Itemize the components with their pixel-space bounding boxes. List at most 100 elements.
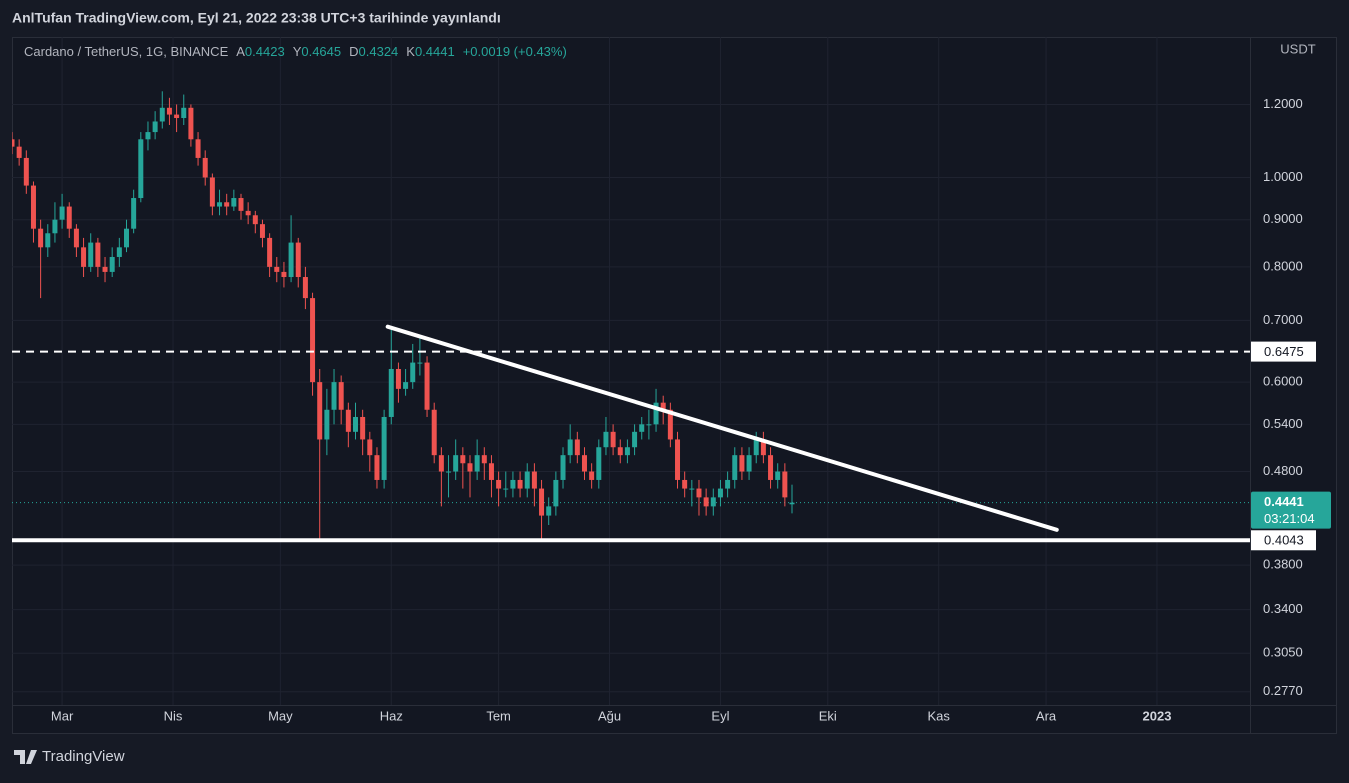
candle-body	[617, 447, 623, 456]
candle-body	[789, 502, 795, 505]
candle-body	[259, 224, 265, 238]
legend-item: Y	[293, 44, 302, 59]
last-price-label: 0.4441	[1264, 494, 1304, 509]
candle-body	[503, 488, 509, 490]
candle-body	[474, 455, 480, 472]
candle-body	[453, 455, 459, 472]
legend-item: K	[406, 44, 415, 59]
candle-body	[567, 439, 573, 456]
x-tick-label: 2023	[1143, 708, 1172, 723]
candle-body	[739, 455, 745, 472]
candle-body	[546, 506, 552, 516]
legend-item: D	[349, 44, 358, 59]
candle-body	[123, 228, 129, 248]
candle-body	[352, 416, 358, 432]
candle-body	[460, 455, 466, 464]
grid	[12, 37, 1250, 705]
candle-body	[181, 107, 187, 119]
candle-body	[217, 202, 223, 207]
candle-body	[81, 247, 87, 267]
y-tick-label: 1.0000	[1263, 169, 1303, 184]
candle-body	[302, 277, 308, 299]
candle-body	[367, 439, 373, 456]
candle-body	[16, 146, 22, 158]
candle-body	[753, 439, 759, 456]
candle-body	[574, 439, 580, 456]
candle-body	[539, 488, 545, 516]
candle-body	[159, 107, 165, 122]
candle-body	[388, 368, 394, 417]
candle-body	[138, 139, 144, 199]
candle-body	[596, 447, 602, 480]
candle-body	[403, 382, 409, 389]
logo-icon	[14, 750, 37, 764]
candle-body	[746, 455, 752, 472]
last-price-box	[1251, 491, 1331, 529]
candle-body	[324, 409, 330, 440]
candle-body	[131, 198, 137, 229]
candle-body	[116, 247, 122, 257]
legend-item: Cardano / TetherUS, 1G, BINANCE	[24, 44, 229, 59]
candle-body	[59, 206, 65, 220]
y-tick-label: 0.4800	[1263, 463, 1303, 478]
candle-body	[267, 237, 273, 267]
legend-item: +0.0019 (+0.43%)	[463, 44, 567, 59]
chart-panel	[12, 37, 1337, 734]
x-tick-label: Tem	[486, 708, 511, 723]
candle-body	[446, 471, 452, 473]
legend-item: 0.4324	[359, 44, 399, 59]
candle-body	[710, 497, 716, 507]
candle-body	[438, 455, 444, 472]
x-tick-label: Nis	[164, 708, 183, 723]
candle-body	[274, 266, 280, 272]
candle-body	[775, 471, 781, 480]
brand-logo: TradingView	[14, 748, 125, 765]
x-tick-label: Mar	[51, 708, 74, 723]
candle-body	[360, 416, 366, 440]
candle-body	[732, 455, 738, 480]
candle-body	[481, 455, 487, 464]
legend-item: 0.4423	[245, 44, 285, 59]
candle-body	[374, 455, 380, 480]
candle-body	[102, 266, 108, 272]
price-label: 0.4043	[1264, 533, 1304, 548]
candle-body	[45, 233, 51, 248]
candle-body	[667, 409, 673, 440]
candle-body	[245, 210, 251, 216]
candle-body	[632, 431, 638, 448]
candle-body	[188, 107, 194, 140]
candle-body	[431, 409, 437, 456]
candle-body	[653, 402, 659, 425]
candle-body	[30, 185, 36, 229]
price-label: 0.6475	[1264, 344, 1304, 359]
candle-body	[152, 121, 158, 133]
candle-body	[696, 488, 702, 498]
candle-body	[224, 202, 230, 207]
y-tick-label: 1.2000	[1263, 96, 1303, 111]
candle-body	[682, 479, 688, 489]
candle-body	[12, 139, 15, 147]
publish-header: AnlTufan TradingView.com, Eyl 21, 2022 2…	[12, 10, 501, 26]
candle-body	[610, 431, 616, 448]
y-tick-label: 0.9000	[1263, 211, 1303, 226]
candle-body	[23, 157, 29, 186]
candle-body	[195, 139, 201, 158]
trendline	[385, 324, 1059, 532]
price-label-box	[1251, 341, 1316, 362]
candle-body	[288, 242, 294, 278]
candle-body	[725, 479, 731, 489]
candle-body	[689, 488, 695, 490]
candle-body	[467, 463, 473, 472]
candle-body	[38, 228, 44, 248]
candle-body	[209, 177, 215, 207]
candle-body	[295, 242, 301, 278]
legend-item: 0.4441	[415, 44, 455, 59]
x-tick-label: Eki	[819, 708, 837, 723]
candle-body	[782, 471, 788, 498]
candle-body	[553, 479, 559, 507]
candle-body	[675, 439, 681, 480]
y-tick-label: 0.6000	[1263, 374, 1303, 389]
chart-legend: Cardano / TetherUS, 1G, BINANCE A0.4423 Y0…	[24, 44, 567, 59]
candle-body	[560, 455, 566, 480]
